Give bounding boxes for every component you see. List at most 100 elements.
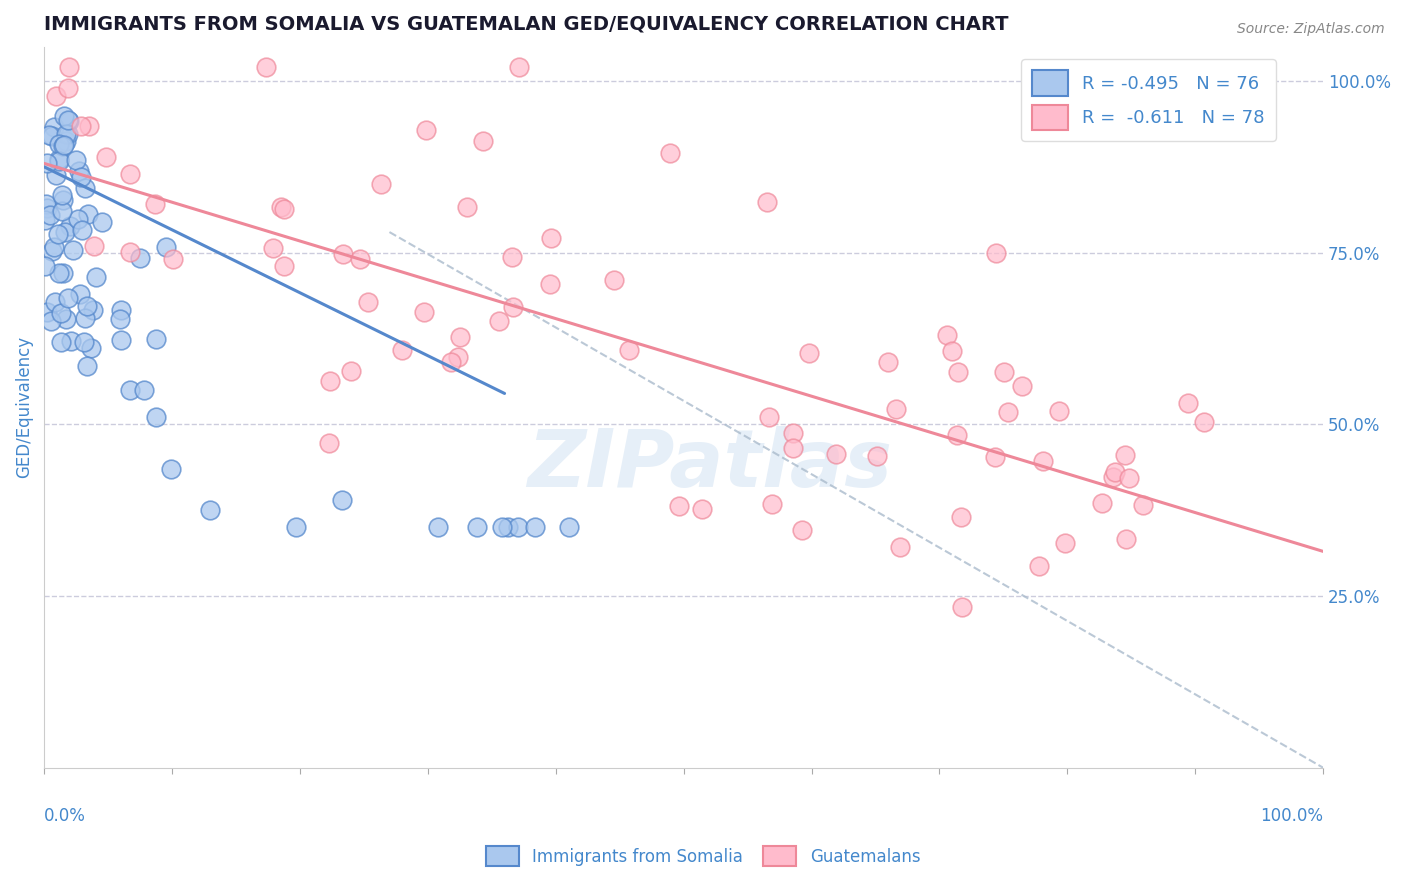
Point [56, 291, 79, 305]
Point [53, 225, 76, 239]
Point [946, 428, 969, 442]
Point [440, 355, 463, 369]
Point [51, 204, 73, 219]
Point [950, 509, 973, 524]
Point [1101, 470, 1123, 484]
Point [472, 134, 495, 148]
Point [936, 328, 959, 343]
Text: IMMIGRANTS FROM SOMALIA VS GUATEMALAN GED/EQUIVALENCY CORRELATION CHART: IMMIGRANTS FROM SOMALIA VS GUATEMALAN GE… [44, 15, 1008, 34]
Point [38, 128, 60, 142]
Point [467, 520, 489, 534]
Point [198, 502, 221, 516]
Legend: Immigrants from Somalia, Guatemalans: Immigrants from Somalia, Guatemalans [479, 839, 927, 873]
Point [993, 365, 1015, 379]
Point [41, 128, 63, 143]
Point [120, 244, 142, 259]
Point [37, 155, 59, 169]
Point [52, 137, 75, 152]
Point [77, 119, 100, 133]
Point [34, 259, 56, 273]
Point [49, 335, 72, 350]
Point [62, 243, 84, 257]
Point [782, 441, 804, 455]
Point [110, 303, 132, 318]
Point [55, 127, 77, 141]
Point [42, 120, 65, 134]
Y-axis label: GED/Equivalency: GED/Equivalency [15, 336, 32, 478]
Point [877, 355, 900, 369]
Point [77, 207, 100, 221]
Point [76, 359, 98, 373]
Point [1177, 396, 1199, 410]
Point [825, 447, 848, 461]
Point [41, 244, 63, 259]
Point [356, 295, 378, 310]
Point [557, 520, 579, 534]
Point [948, 365, 970, 379]
Point [284, 520, 307, 534]
Point [145, 332, 167, 346]
Point [603, 273, 626, 287]
Point [48, 152, 70, 166]
Point [70, 223, 93, 237]
Point [72, 334, 94, 349]
Point [1032, 454, 1054, 468]
Point [502, 301, 524, 315]
Point [889, 540, 911, 554]
Point [1104, 465, 1126, 479]
Point [413, 305, 436, 319]
Point [84, 269, 107, 284]
Point [523, 520, 546, 534]
Point [58, 219, 80, 234]
Point [349, 252, 371, 266]
Point [143, 197, 166, 211]
Text: Source: ZipAtlas.com: Source: ZipAtlas.com [1237, 22, 1385, 37]
Text: ZIPatlas: ZIPatlas [527, 425, 891, 504]
Point [60, 334, 83, 348]
Point [51, 306, 73, 320]
Point [118, 167, 141, 181]
Point [1028, 558, 1050, 573]
Point [73, 181, 96, 195]
Point [48, 136, 70, 151]
Point [782, 426, 804, 441]
Point [45, 88, 67, 103]
Point [761, 497, 783, 511]
Point [319, 374, 342, 388]
Point [370, 177, 392, 191]
Point [273, 259, 295, 273]
Point [1118, 471, 1140, 485]
Point [340, 363, 363, 377]
Point [790, 523, 813, 537]
Point [318, 436, 340, 450]
Point [538, 277, 561, 291]
Point [51, 188, 73, 202]
Point [984, 450, 1007, 464]
Point [56, 113, 79, 128]
Point [456, 200, 478, 214]
Point [118, 383, 141, 397]
Point [76, 299, 98, 313]
Point [658, 146, 681, 161]
Point [69, 170, 91, 185]
Text: 0.0%: 0.0% [44, 807, 86, 825]
Point [159, 461, 181, 475]
Point [1047, 403, 1070, 417]
Point [330, 492, 353, 507]
Point [39, 208, 62, 222]
Point [91, 215, 114, 229]
Point [1192, 415, 1215, 429]
Point [866, 449, 889, 463]
Point [132, 383, 155, 397]
Point [35, 304, 58, 318]
Point [884, 401, 907, 416]
Point [508, 520, 530, 534]
Point [508, 60, 530, 74]
Point [129, 252, 152, 266]
Point [44, 240, 66, 254]
Point [52, 139, 75, 153]
Point [48, 154, 70, 169]
Point [65, 153, 87, 167]
Point [488, 314, 510, 328]
Point [254, 60, 277, 74]
